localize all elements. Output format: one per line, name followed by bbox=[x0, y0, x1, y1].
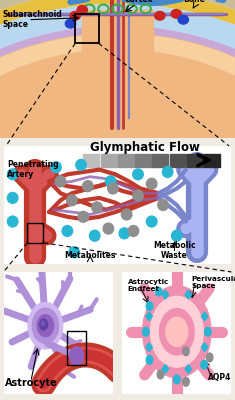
Circle shape bbox=[204, 327, 211, 336]
Circle shape bbox=[143, 327, 149, 336]
Circle shape bbox=[7, 216, 18, 227]
Text: AQP4: AQP4 bbox=[208, 373, 231, 382]
Circle shape bbox=[128, 226, 139, 236]
Text: Glymphatic Flow: Glymphatic Flow bbox=[90, 141, 200, 154]
Circle shape bbox=[160, 309, 194, 355]
Circle shape bbox=[178, 15, 188, 24]
FancyArrow shape bbox=[135, 154, 151, 167]
Circle shape bbox=[77, 6, 87, 14]
FancyBboxPatch shape bbox=[2, 144, 233, 266]
Circle shape bbox=[166, 317, 188, 346]
Text: Cortex: Cortex bbox=[125, 0, 153, 4]
Circle shape bbox=[133, 190, 143, 201]
Text: Metabolic
Waste: Metabolic Waste bbox=[153, 241, 196, 260]
Circle shape bbox=[90, 230, 100, 241]
FancyArrow shape bbox=[170, 154, 186, 167]
Circle shape bbox=[155, 287, 162, 296]
Circle shape bbox=[51, 162, 61, 173]
Circle shape bbox=[174, 375, 180, 384]
Polygon shape bbox=[0, 26, 235, 217]
Circle shape bbox=[55, 176, 66, 187]
Circle shape bbox=[37, 315, 54, 337]
Text: Subarachnoid
Space: Subarachnoid Space bbox=[2, 10, 62, 29]
FancyArrow shape bbox=[101, 154, 117, 167]
FancyArrow shape bbox=[187, 154, 203, 167]
Polygon shape bbox=[0, 0, 235, 211]
Circle shape bbox=[103, 223, 114, 234]
Polygon shape bbox=[0, 0, 235, 213]
FancyArrow shape bbox=[152, 154, 168, 167]
Circle shape bbox=[41, 321, 44, 325]
Circle shape bbox=[146, 302, 153, 310]
Circle shape bbox=[32, 308, 59, 343]
Polygon shape bbox=[201, 312, 208, 321]
Polygon shape bbox=[82, 10, 153, 138]
Circle shape bbox=[7, 169, 18, 180]
Text: Astrocytic
Endfeet: Astrocytic Endfeet bbox=[128, 279, 169, 292]
Circle shape bbox=[201, 360, 208, 369]
FancyArrow shape bbox=[118, 154, 134, 167]
Circle shape bbox=[106, 176, 116, 187]
Polygon shape bbox=[162, 364, 169, 373]
FancyArrow shape bbox=[83, 154, 99, 167]
Text: Penetrating
Artery: Penetrating Artery bbox=[7, 160, 59, 179]
Polygon shape bbox=[185, 364, 192, 373]
Circle shape bbox=[92, 202, 102, 213]
Circle shape bbox=[172, 230, 182, 241]
Circle shape bbox=[171, 10, 181, 18]
Polygon shape bbox=[185, 290, 192, 299]
FancyBboxPatch shape bbox=[2, 270, 114, 396]
Circle shape bbox=[146, 178, 157, 189]
Circle shape bbox=[146, 216, 157, 227]
Circle shape bbox=[69, 247, 79, 258]
Bar bbox=[27, 223, 43, 243]
Circle shape bbox=[67, 195, 77, 206]
Bar bbox=[75, 14, 99, 43]
Circle shape bbox=[78, 211, 89, 222]
Circle shape bbox=[183, 347, 189, 356]
Polygon shape bbox=[201, 343, 208, 352]
Polygon shape bbox=[0, 4, 235, 216]
Circle shape bbox=[119, 228, 129, 239]
Circle shape bbox=[108, 183, 118, 194]
Circle shape bbox=[158, 200, 168, 210]
Circle shape bbox=[70, 12, 80, 20]
Circle shape bbox=[150, 296, 203, 367]
Circle shape bbox=[183, 378, 189, 386]
Circle shape bbox=[157, 370, 164, 379]
Circle shape bbox=[28, 302, 63, 349]
Circle shape bbox=[146, 356, 153, 364]
Circle shape bbox=[70, 347, 84, 365]
Text: Perivascular
Space: Perivascular Space bbox=[192, 276, 235, 289]
Circle shape bbox=[39, 319, 48, 330]
Text: Astrocyte: Astrocyte bbox=[4, 378, 57, 388]
Circle shape bbox=[143, 286, 211, 378]
Circle shape bbox=[133, 169, 143, 180]
Text: Metabolites: Metabolites bbox=[64, 252, 116, 260]
Polygon shape bbox=[146, 343, 152, 352]
Polygon shape bbox=[0, 34, 235, 224]
Circle shape bbox=[62, 226, 73, 236]
Circle shape bbox=[121, 209, 132, 220]
Circle shape bbox=[7, 192, 18, 203]
Circle shape bbox=[206, 353, 213, 362]
Polygon shape bbox=[162, 290, 169, 299]
Circle shape bbox=[76, 160, 86, 170]
Circle shape bbox=[162, 166, 173, 177]
Circle shape bbox=[83, 181, 93, 192]
Circle shape bbox=[65, 19, 76, 28]
FancyArrow shape bbox=[204, 154, 220, 167]
Polygon shape bbox=[146, 312, 152, 321]
Text: Bone: Bone bbox=[183, 0, 205, 4]
Circle shape bbox=[155, 12, 165, 20]
Bar bbox=[67, 330, 86, 365]
FancyBboxPatch shape bbox=[121, 270, 233, 396]
Polygon shape bbox=[0, 34, 235, 212]
Polygon shape bbox=[0, 0, 235, 209]
